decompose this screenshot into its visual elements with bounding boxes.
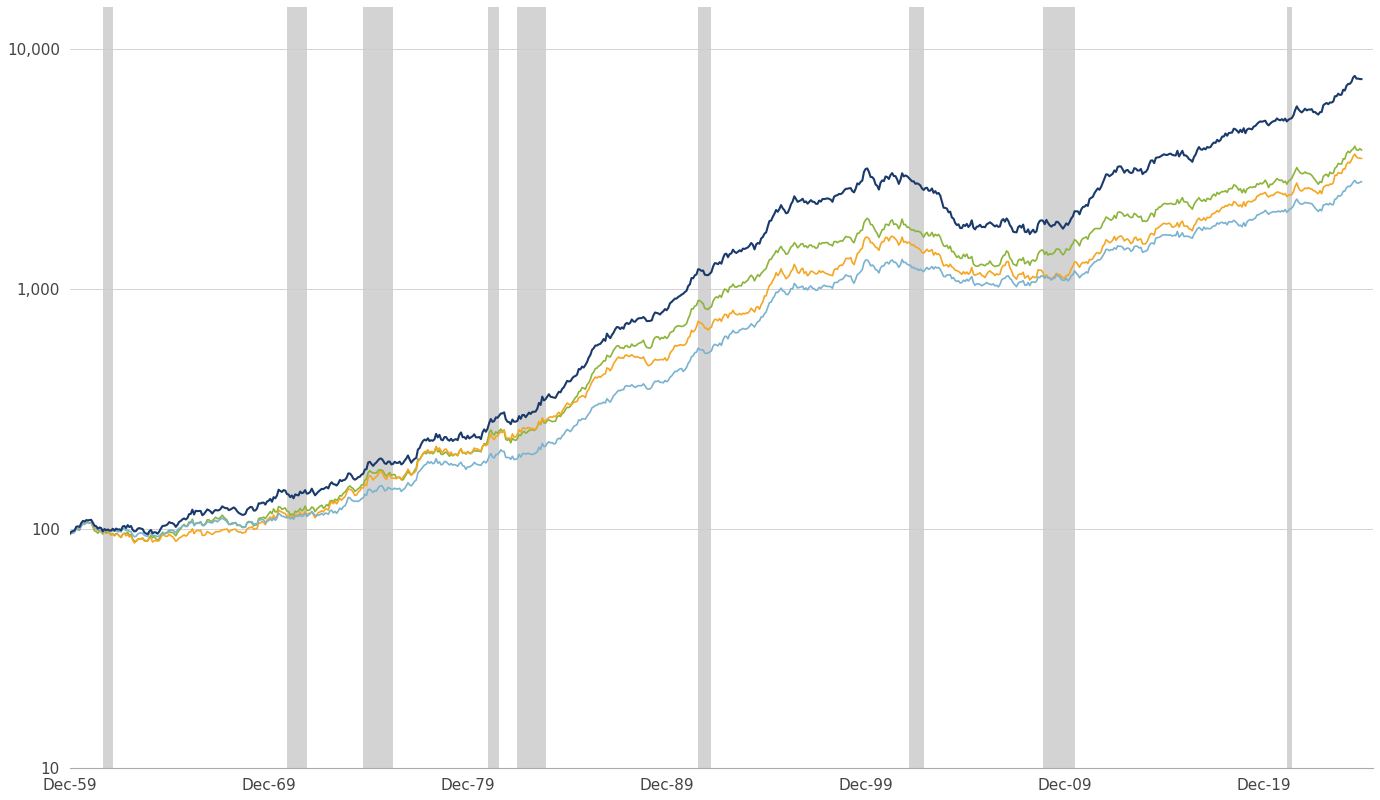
- Bar: [487, 7, 500, 768]
- Bar: [287, 7, 306, 768]
- Bar: [909, 7, 923, 768]
- Bar: [104, 7, 113, 768]
- Bar: [1043, 7, 1075, 768]
- Bar: [1288, 7, 1292, 768]
- Bar: [363, 7, 393, 768]
- Bar: [698, 7, 712, 768]
- Bar: [518, 7, 545, 768]
